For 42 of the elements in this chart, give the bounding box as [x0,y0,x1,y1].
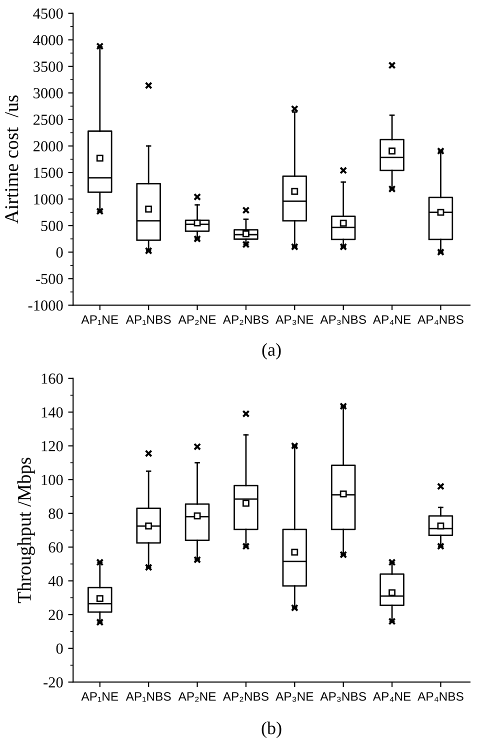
y-tick-label: 60 [48,542,63,553]
y-tick-label: 4500 [33,8,63,19]
y-tick-label: 80 [48,508,63,519]
x-tick-label: AP₂NE [178,692,216,702]
y-tick-label: 3500 [34,62,63,72]
x-tick-label: AP₂NBS [222,315,268,325]
y-tick-label: 40 [48,576,63,586]
y-tick-label: 1500 [34,168,63,178]
y-tick-label: 3000 [34,88,63,98]
y-axis-title: Throughput /Mbps [17,458,35,604]
x-tick-label: AP₄NBS [418,315,464,325]
x-tick-label: AP₁NBS [126,315,171,325]
x-tick-label: AP₂NBS [222,692,268,702]
y-tick-label: 1000 [34,194,63,205]
x-tick-label: AP₄NBS [418,692,464,702]
text: (b) [262,722,282,738]
x-tick-label: AP₁NE [81,315,118,325]
y-tick-label: -20 [44,677,63,688]
x-tick-label: AP₄NE [372,315,411,325]
y-tick-label: 2500 [34,114,63,125]
text: (a) [262,343,281,360]
y-tick-label: -1000 [28,300,63,311]
y-tick-label: 4000 [33,34,63,46]
y-tick-label: -500 [36,274,63,284]
x-tick-label: AP₃NE [276,692,314,702]
y-tick-label: 100 [42,474,63,486]
x-tick-label: AP₃NBS [320,315,366,325]
x-tick-label: AP₃NE [276,315,314,325]
x-tick-label: AP₁NE [81,692,118,702]
x-tick-label: AP₁NBS [126,692,171,702]
x-tick-label: AP₂NE [178,315,216,325]
y-tick-label: 0 [56,247,63,258]
y-tick-label: 140 [42,407,63,418]
x-tick-label: AP₄NE [372,692,411,702]
y-tick-label: 160 [42,374,63,384]
y-tick-label: 2000 [34,141,63,152]
y-tick-label: 120 [42,441,63,452]
y-tick-label: 500 [41,220,63,232]
x-tick-label: AP₃NBS [320,692,366,702]
y-tick-label: 20 [48,610,63,620]
y-tick-label: 0 [56,643,63,654]
y-axis-title: Airtime cost /us [5,95,18,224]
